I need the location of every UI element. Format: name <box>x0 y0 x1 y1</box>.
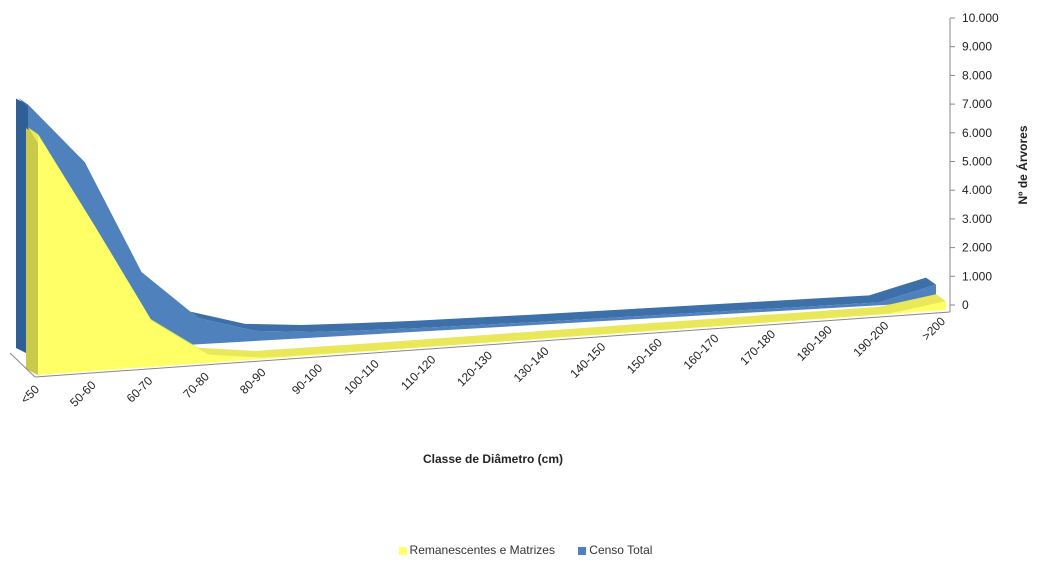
legend-swatch-blue <box>578 546 587 555</box>
legend-item-remanescentes: Remanescentes e Matrizes <box>398 542 555 557</box>
x-tick-label: <50 <box>18 382 43 407</box>
y-tick-label: 9.000 <box>962 40 992 54</box>
y-tick-label: 2.000 <box>962 241 992 255</box>
x-tick-label: 120-130 <box>454 348 495 389</box>
y-tick-label: 4.000 <box>962 183 992 197</box>
y-axis-title: Nº de Árvores <box>1015 125 1030 204</box>
x-tick-label: 140-150 <box>567 339 608 380</box>
remanescentes-side-wall <box>26 128 38 375</box>
censo-total-side-wall <box>16 98 28 354</box>
x-tick-label: 100-110 <box>341 356 382 397</box>
y-tick-label: 3.000 <box>962 212 992 226</box>
legend: Remanescentes e Matrizes Censo Total <box>0 542 1051 557</box>
y-tick-label: 7.000 <box>962 97 992 111</box>
x-tick-label: 50-60 <box>67 378 99 410</box>
x-tick-label: 110-120 <box>398 352 439 393</box>
legend-label-censo: Censo Total <box>589 542 653 557</box>
y-tick-label: 8.000 <box>962 68 992 82</box>
x-tick-label: 150-160 <box>624 335 665 376</box>
x-axis-title: Classe de Diâmetro (cm) <box>423 452 563 466</box>
y-tick-label: 1.000 <box>962 269 992 283</box>
x-tick-label: 190-200 <box>850 318 891 359</box>
x-tick-label: 60-70 <box>124 373 156 405</box>
remanescentes-face <box>38 134 946 375</box>
axes <box>9 18 951 378</box>
remanescentes-area <box>26 127 946 375</box>
x-tick-label: >200 <box>919 314 948 343</box>
x-tick-label: 130-140 <box>511 344 552 385</box>
x-axis-depth-line <box>9 352 36 378</box>
legend-item-censo: Censo Total <box>578 543 652 557</box>
y-tick-label: 10.000 <box>962 11 999 25</box>
x-tick-label: 80-90 <box>237 365 269 397</box>
legend-label-remanescentes: Remanescentes e Matrizes <box>409 542 555 557</box>
legend-swatch-yellow <box>398 546 407 555</box>
x-axis-line <box>34 311 951 378</box>
y-tick-label: 6.000 <box>962 126 992 140</box>
y-tick-label: 0 <box>962 298 969 312</box>
y-tick-labels: 10.000 9.000 8.000 7.000 6.000 5.000 4.000 3.00… <box>950 11 999 312</box>
x-tick-label: 90-100 <box>289 361 326 398</box>
x-tick-label: 160-170 <box>681 331 722 372</box>
y-tick-label: 5.000 <box>962 155 992 169</box>
x-tick-label: 180-190 <box>794 322 835 363</box>
x-tick-label: 170-180 <box>737 327 778 368</box>
x-tick-label: 70-80 <box>180 369 212 401</box>
